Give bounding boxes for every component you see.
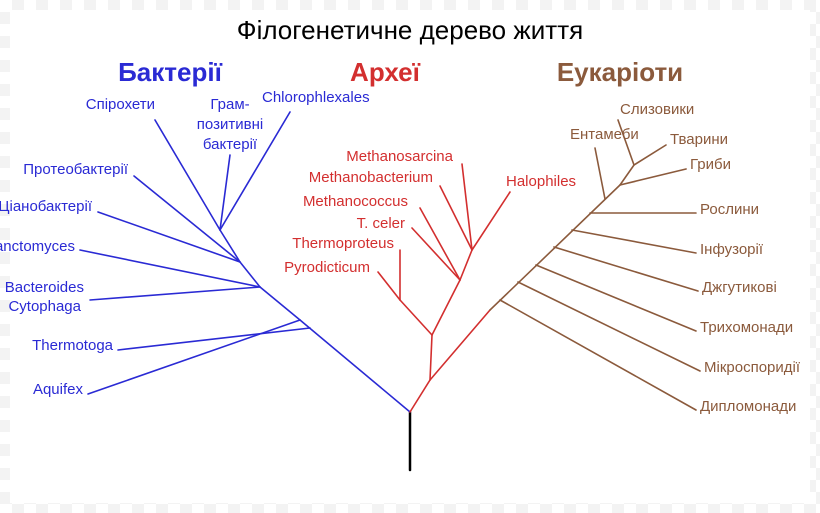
domain-header-archaea: Археї <box>350 58 420 87</box>
taxon-label: бактерії <box>203 137 257 154</box>
taxon-label: позитивні <box>197 117 263 134</box>
taxon-label: Тварини <box>670 132 728 149</box>
taxon-label: Слизовики <box>620 102 694 119</box>
diagram-title: Філогенетичне дерево життя <box>0 16 820 45</box>
taxon-label: Джгутикові <box>702 280 777 297</box>
taxon-label: Cytophaga <box>8 299 81 316</box>
taxon-label: Дипломонади <box>700 399 796 416</box>
taxon-label: Ентамеби <box>570 127 639 144</box>
taxon-label: Thermoproteus <box>292 236 394 253</box>
taxon-label: Halophiles <box>506 174 576 191</box>
taxon-label: Planctomyces <box>0 239 75 256</box>
taxon-label: Спірохети <box>86 97 155 114</box>
taxon-label: Methanococcus <box>303 194 408 211</box>
taxon-label: Pyrodicticum <box>284 260 370 277</box>
taxon-label: T. celer <box>357 216 405 233</box>
taxon-label: Aquifex <box>33 382 83 399</box>
taxon-label: Chlorophlexales <box>262 90 370 107</box>
taxon-label: Гриби <box>690 157 731 174</box>
taxon-label: Інфузорії <box>700 242 763 259</box>
taxon-label: Рослини <box>700 202 759 219</box>
taxon-label: Ціанобактерії <box>0 199 92 216</box>
domain-header-bacteria: Бактерії <box>118 58 222 87</box>
taxon-label: Methanobacterium <box>309 170 433 187</box>
taxon-label: Thermotoga <box>32 338 113 355</box>
taxon-label: Bacteroides <box>5 280 84 297</box>
taxon-label: Трихомонади <box>700 320 793 337</box>
taxon-label: Мікроспоридії <box>704 360 800 377</box>
taxon-label: Протеобактерії <box>23 162 128 179</box>
taxon-label: Грам- <box>210 97 249 114</box>
domain-header-eukarya: Еукаріоти <box>557 58 683 87</box>
taxon-label: Methanosarcina <box>346 149 453 166</box>
